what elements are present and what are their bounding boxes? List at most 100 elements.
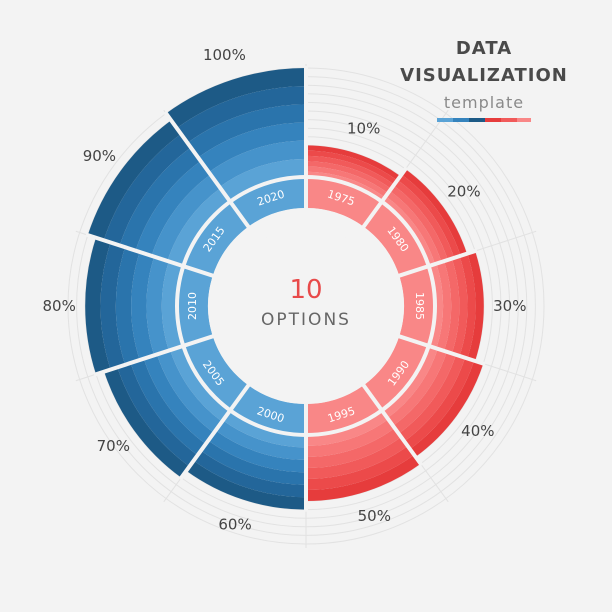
value-band [306,419,395,457]
value-band [306,145,401,181]
title-line-2: VISUALIZATION [400,65,568,86]
year-band [176,266,213,346]
percent-label: 60% [218,515,251,533]
segment-2005 [104,336,249,478]
chart-segments [85,68,484,510]
center-label: OPTIONS [261,310,351,330]
percent-label: 10% [347,120,380,138]
value-band [166,68,306,129]
segment-separator [360,166,409,230]
year-band [230,385,306,435]
year-band [183,336,249,411]
percent-label: 20% [447,182,480,200]
value-band [444,258,460,354]
year-band [363,336,429,411]
segment-separator [396,333,486,367]
value-band [306,161,392,194]
value-band [393,179,455,260]
segment-separator [93,333,216,377]
year-band [306,385,382,435]
value-band [306,428,402,468]
percent-label: 30% [493,297,526,315]
ring-separator [208,208,404,404]
year-band [363,201,429,276]
value-band [170,345,231,422]
value-band [193,450,306,498]
center-disc [227,227,385,385]
percent-labels: 10% 20% 30% 40% 50% 60% 70% 80% 90% 100% [43,46,527,533]
segment-separator [360,382,424,467]
value-band [85,237,111,375]
percent-label: 90% [83,147,116,165]
segment-1990 [363,336,484,457]
title-line-1: DATA [456,38,512,59]
segment-separator [85,232,216,279]
year-label: 2010 [186,292,199,320]
subtitle: template [444,93,524,112]
value-band [104,367,190,478]
value-band [306,166,389,198]
value-band [151,174,221,261]
value-band [208,140,306,187]
segment-2015 [87,120,249,276]
value-band [131,251,155,361]
value-band [167,188,231,267]
value-band [404,357,475,450]
segment-separator [163,110,252,230]
percent-label: 80% [43,297,76,315]
year-band [306,177,382,227]
value-band [208,430,306,473]
value-band [187,104,306,158]
value-band [385,190,442,265]
value-band [306,150,398,185]
year-band [183,201,249,276]
value-band [306,445,415,490]
value-band [306,454,421,501]
value-band [306,437,408,479]
value-band [398,354,466,442]
value-band [306,410,389,446]
value-band [176,86,306,143]
value-band [200,440,306,485]
percent-label: 100% [203,46,246,64]
value-band [103,133,191,246]
value-band [409,360,484,457]
value-band [135,161,211,256]
percent-label: 70% [97,437,130,455]
value-band [459,253,476,359]
value-band [306,171,385,202]
value-band [100,242,126,370]
value-band [397,174,461,258]
value-band [156,350,223,433]
value-band [467,251,484,361]
value-band [117,363,198,467]
year-band [399,266,435,346]
center-number: 10 [289,275,322,305]
value-band [115,247,140,365]
value-band [87,120,181,241]
subtitle-color-bar [437,118,531,122]
percent-label: 40% [461,422,494,440]
value-band [306,155,395,189]
segment-2020 [166,68,306,227]
value-band [387,348,447,426]
year-label: 1985 [413,292,426,320]
value-band [186,460,306,510]
value-band [401,169,467,256]
value-band [130,358,206,456]
segment-1995 [306,385,421,501]
value-band [393,351,456,434]
year-band [230,177,306,227]
segment-separator [178,382,252,481]
segment-separators [85,66,486,512]
value-band [143,354,214,445]
value-band [198,122,306,173]
value-band [451,256,468,356]
value-band [146,256,169,356]
percent-label: 50% [358,507,391,525]
value-band [119,147,201,251]
value-band [389,185,448,262]
value-band [436,261,452,351]
segment-1975 [306,145,401,227]
